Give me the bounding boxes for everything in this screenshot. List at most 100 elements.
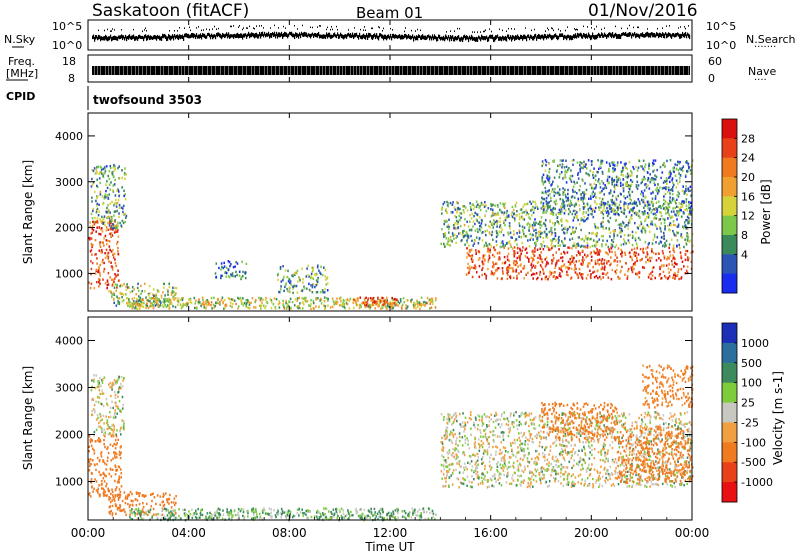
power-cell [535,232,537,235]
freq-gap [453,66,454,75]
velocity-cell [97,491,99,494]
freq-gap [494,66,495,75]
velocity-cell [114,416,117,419]
nsearch-point [457,27,458,30]
nsearch-point [98,29,99,32]
power-cell [99,165,102,168]
power-cell [627,267,630,271]
power-cell [168,306,171,309]
nsky-point [104,36,106,41]
power-cell [98,278,101,281]
power-cell [198,298,200,301]
power-cell [594,178,597,182]
power-cell [110,290,112,293]
nsky-point [357,35,359,39]
power-cell [361,301,363,305]
power-cell [666,201,669,205]
nsky-point [646,32,648,37]
power-cell [154,304,157,307]
power-cell [488,254,491,257]
nsearch-point [601,28,602,31]
power-cell [122,210,124,214]
power-cell [181,305,184,308]
power-cell [440,242,442,245]
power-cell [453,237,455,240]
power-cell [253,306,255,309]
nsky-point [136,36,138,40]
nsky-point [454,36,456,42]
power-cell [622,178,625,181]
power-cell [400,300,402,303]
power-cell [621,255,623,258]
power-cell [138,299,141,302]
nsky-point [328,32,330,38]
velocity-cell [103,489,105,492]
power-cell [600,235,603,238]
power-cell [623,208,626,212]
power-cell [573,196,576,199]
power-cell [232,275,235,278]
nsky-point [255,32,257,38]
power-cell [669,201,671,204]
power-cell [639,259,641,262]
power-cell [455,227,457,230]
power-cell [126,302,128,305]
power-cell [136,286,139,290]
nsky-point [470,37,472,41]
nsky-point [122,35,124,41]
power-cell [95,268,98,272]
power-cell [320,272,322,276]
power-cell [677,169,680,172]
power-cell [688,257,690,260]
power-cell [467,225,470,228]
power-cell [663,257,666,260]
freq-left-tick-bottom: 8 [68,72,75,85]
nsky-point [528,34,530,39]
power-cell [298,277,301,281]
power-cell [156,296,158,300]
power-cell [537,256,539,260]
power-cell [539,247,541,250]
power-cell [671,188,673,191]
power-cell [634,221,636,225]
power-cell [117,225,119,228]
power-cell [471,266,473,269]
nsky-point [565,35,567,39]
power-cell [519,258,521,262]
power-cell [213,306,215,309]
nsky-point [246,34,248,39]
velocity-cell [91,379,93,382]
velocity-cell [88,449,90,453]
power-cell [532,264,535,267]
nsky-point [101,36,103,41]
power-cell [620,248,622,252]
power-cell [106,206,108,210]
freq-gap [679,66,680,75]
velocity-cell [99,495,101,498]
freq-gap [650,66,651,75]
power-cell [655,224,657,228]
nsky-point [133,34,135,39]
power-cell [642,192,644,195]
power-cell [549,270,551,273]
power-cell [658,274,661,277]
nsky-point [411,36,413,40]
velocity-cell [120,382,122,386]
power-cell [577,236,579,239]
nsky-point [208,32,210,36]
power-cell [667,217,669,220]
power-cell [631,265,634,268]
power-cell [161,304,164,307]
power-cell [103,244,105,247]
power-cell [567,192,569,196]
nsky-point [177,34,179,40]
power-cell [615,196,617,199]
power-cell [149,300,151,303]
power-cell [576,272,578,276]
power-cell [588,197,590,200]
freq-unit-label: [MHz] [6,67,38,80]
power-cell [107,272,110,275]
power-cell [103,195,106,198]
power-cell [616,264,619,267]
power-cell [266,301,268,304]
